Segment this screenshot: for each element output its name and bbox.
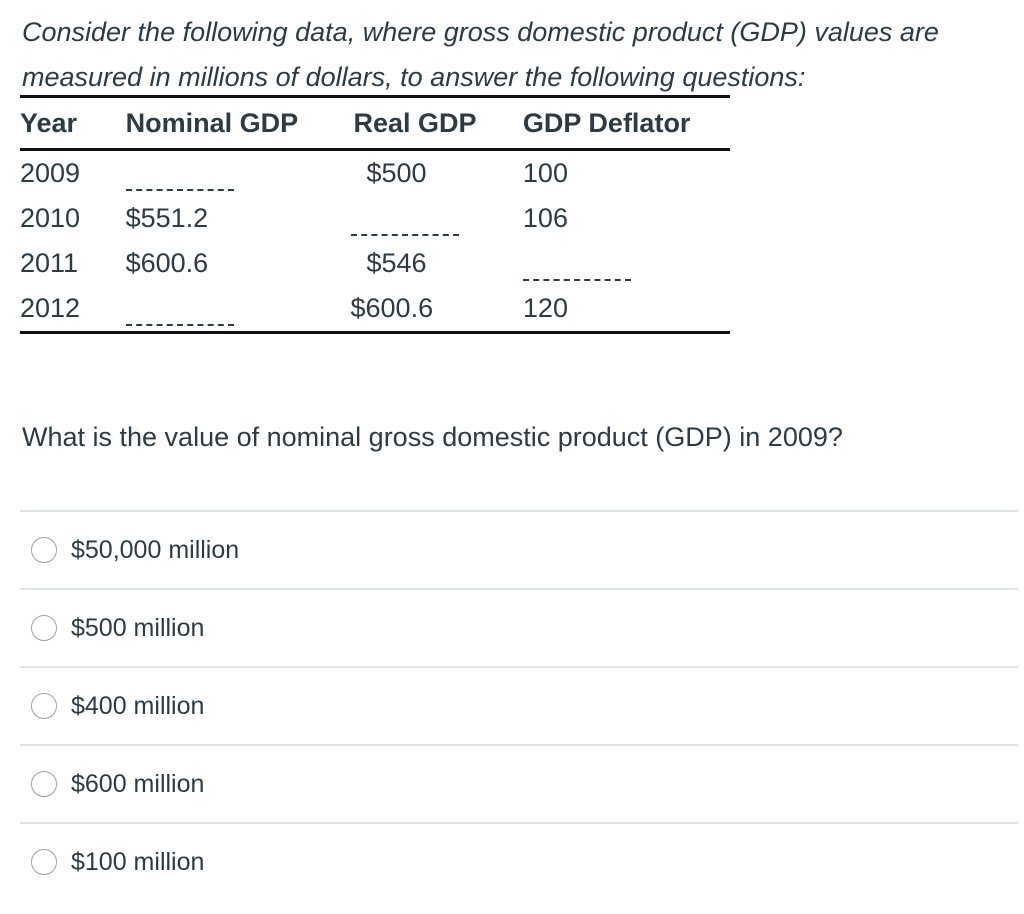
radio-button[interactable] (31, 849, 57, 875)
gdp-data-table: Year Nominal GDP Real GDP GDP Deflator 2… (20, 95, 730, 334)
header-real-gdp: Real GDP (353, 107, 477, 138)
answer-label[interactable]: $600 million (71, 769, 205, 798)
cell-deflator: 100 (522, 158, 568, 188)
table-row: 2011 $600.6 $546 (20, 241, 730, 286)
question-text: What is the value of nominal gross domes… (22, 422, 843, 452)
answer-list: $50,000 million $500 million $400 millio… (20, 510, 1018, 900)
radio-button[interactable] (31, 771, 57, 797)
cell-deflator: 120 (522, 293, 568, 323)
cell-real: $500 (366, 158, 427, 188)
cell-nominal: $600.6 (125, 248, 209, 278)
table-row: 2010 $551.2 106 (20, 196, 730, 241)
table-header-row: Year Nominal GDP Real GDP GDP Deflator (20, 96, 730, 150)
cell-nominal-blank (125, 150, 351, 197)
blank-line (125, 323, 234, 326)
cell-nominal-blank (125, 286, 351, 333)
table-row: 2009 $500 100 (20, 150, 730, 197)
answer-option[interactable]: $100 million (20, 822, 1018, 900)
blank-line (350, 233, 459, 236)
blank-line (522, 278, 631, 281)
answer-label[interactable]: $100 million (71, 847, 205, 876)
header-gdp-deflator: GDP Deflator (522, 107, 691, 138)
table-row: 2012 $600.6 120 (20, 286, 730, 333)
cell-year: 2012 (20, 293, 81, 323)
cell-nominal: $551.2 (125, 203, 209, 233)
answer-option[interactable]: $500 million (20, 588, 1018, 666)
cell-year: 2009 (20, 158, 81, 188)
answer-label[interactable]: $400 million (71, 691, 205, 720)
header-year: Year (20, 107, 78, 138)
cell-deflator: 106 (522, 203, 568, 233)
radio-button[interactable] (31, 615, 57, 641)
radio-button[interactable] (31, 693, 57, 719)
header-nominal-gdp: Nominal GDP (125, 107, 299, 138)
answer-option[interactable]: $50,000 million (20, 510, 1018, 588)
cell-real: $600.6 (350, 293, 434, 323)
cell-real: $546 (366, 248, 427, 278)
blank-line (125, 188, 234, 191)
answer-option[interactable]: $600 million (20, 744, 1018, 822)
cell-deflator-blank (522, 241, 730, 286)
answer-label[interactable]: $500 million (71, 613, 205, 642)
cell-year: 2011 (20, 248, 79, 278)
cell-year: 2010 (20, 203, 81, 233)
radio-button[interactable] (31, 537, 57, 563)
question-intro: Consider the following data, where gross… (22, 17, 939, 92)
answer-label[interactable]: $50,000 million (71, 535, 240, 564)
answer-option[interactable]: $400 million (20, 666, 1018, 744)
cell-real-blank (350, 196, 523, 241)
